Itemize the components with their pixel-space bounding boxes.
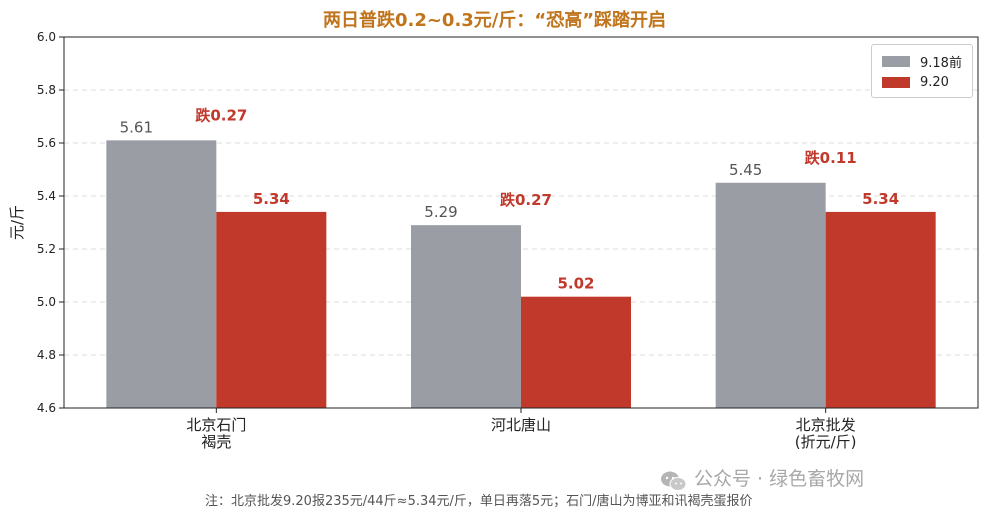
x-tick-label: 褐壳 bbox=[201, 433, 231, 451]
bar bbox=[106, 140, 217, 408]
bar-value-label: 5.45 bbox=[729, 161, 762, 179]
y-tick-label: 5.8 bbox=[37, 83, 56, 97]
watermark-text: 公众号 · 绿色畜牧网 bbox=[694, 468, 865, 490]
y-tick-label: 5.0 bbox=[37, 295, 56, 309]
legend-item-series-1: 9.18前 bbox=[882, 53, 962, 71]
bar bbox=[411, 225, 521, 408]
y-axis-label: 元/斤 bbox=[8, 205, 26, 240]
wechat-icon bbox=[660, 470, 688, 491]
y-tick-label: 5.6 bbox=[37, 136, 56, 150]
footnote: 注：北京批发9.20报235元/44斤≈5.34元/斤，单日再落5元；石门/唐山… bbox=[205, 494, 753, 509]
bar-value-label: 5.61 bbox=[120, 118, 153, 136]
legend-label-series-2: 9.20 bbox=[920, 74, 949, 90]
bar-value-label: 5.34 bbox=[253, 190, 290, 208]
bar-value-label: 5.34 bbox=[862, 190, 899, 208]
y-tick-label: 5.2 bbox=[37, 242, 56, 256]
y-tick-label: 4.8 bbox=[37, 348, 56, 362]
bar bbox=[521, 296, 631, 408]
bar bbox=[715, 182, 826, 408]
y-tick-label: 6.0 bbox=[37, 30, 56, 44]
bar bbox=[216, 211, 327, 408]
legend-swatch-series-2 bbox=[882, 76, 910, 88]
drop-annotation: 跌0.27 bbox=[195, 106, 247, 124]
x-tick-label: 北京批发 bbox=[796, 416, 856, 434]
bar bbox=[825, 211, 936, 408]
watermark: 公众号 · 绿色畜牧网 bbox=[660, 464, 864, 491]
legend-label-series-1: 9.18前 bbox=[920, 55, 962, 71]
x-tick-label: 北京石门 bbox=[186, 416, 246, 434]
y-tick-label: 4.6 bbox=[37, 401, 56, 415]
x-tick-label: 河北唐山 bbox=[491, 416, 551, 434]
legend-item-series-2: 9.20 bbox=[882, 74, 949, 90]
legend: 9.18前 9.20 bbox=[871, 44, 973, 98]
x-tick-label: (折元/斤) bbox=[795, 433, 857, 451]
bar-value-label: 5.29 bbox=[424, 203, 457, 221]
drop-annotation: 跌0.11 bbox=[805, 149, 857, 167]
y-tick-label: 5.4 bbox=[37, 189, 56, 203]
legend-swatch-series-1 bbox=[882, 55, 910, 67]
bar-value-label: 5.02 bbox=[557, 275, 594, 293]
plot-frame bbox=[63, 36, 979, 409]
chart-title: 两日普跌0.2~0.3元/斤：“恐高”踩踏开启 bbox=[322, 10, 667, 31]
drop-annotation: 跌0.27 bbox=[500, 191, 552, 209]
